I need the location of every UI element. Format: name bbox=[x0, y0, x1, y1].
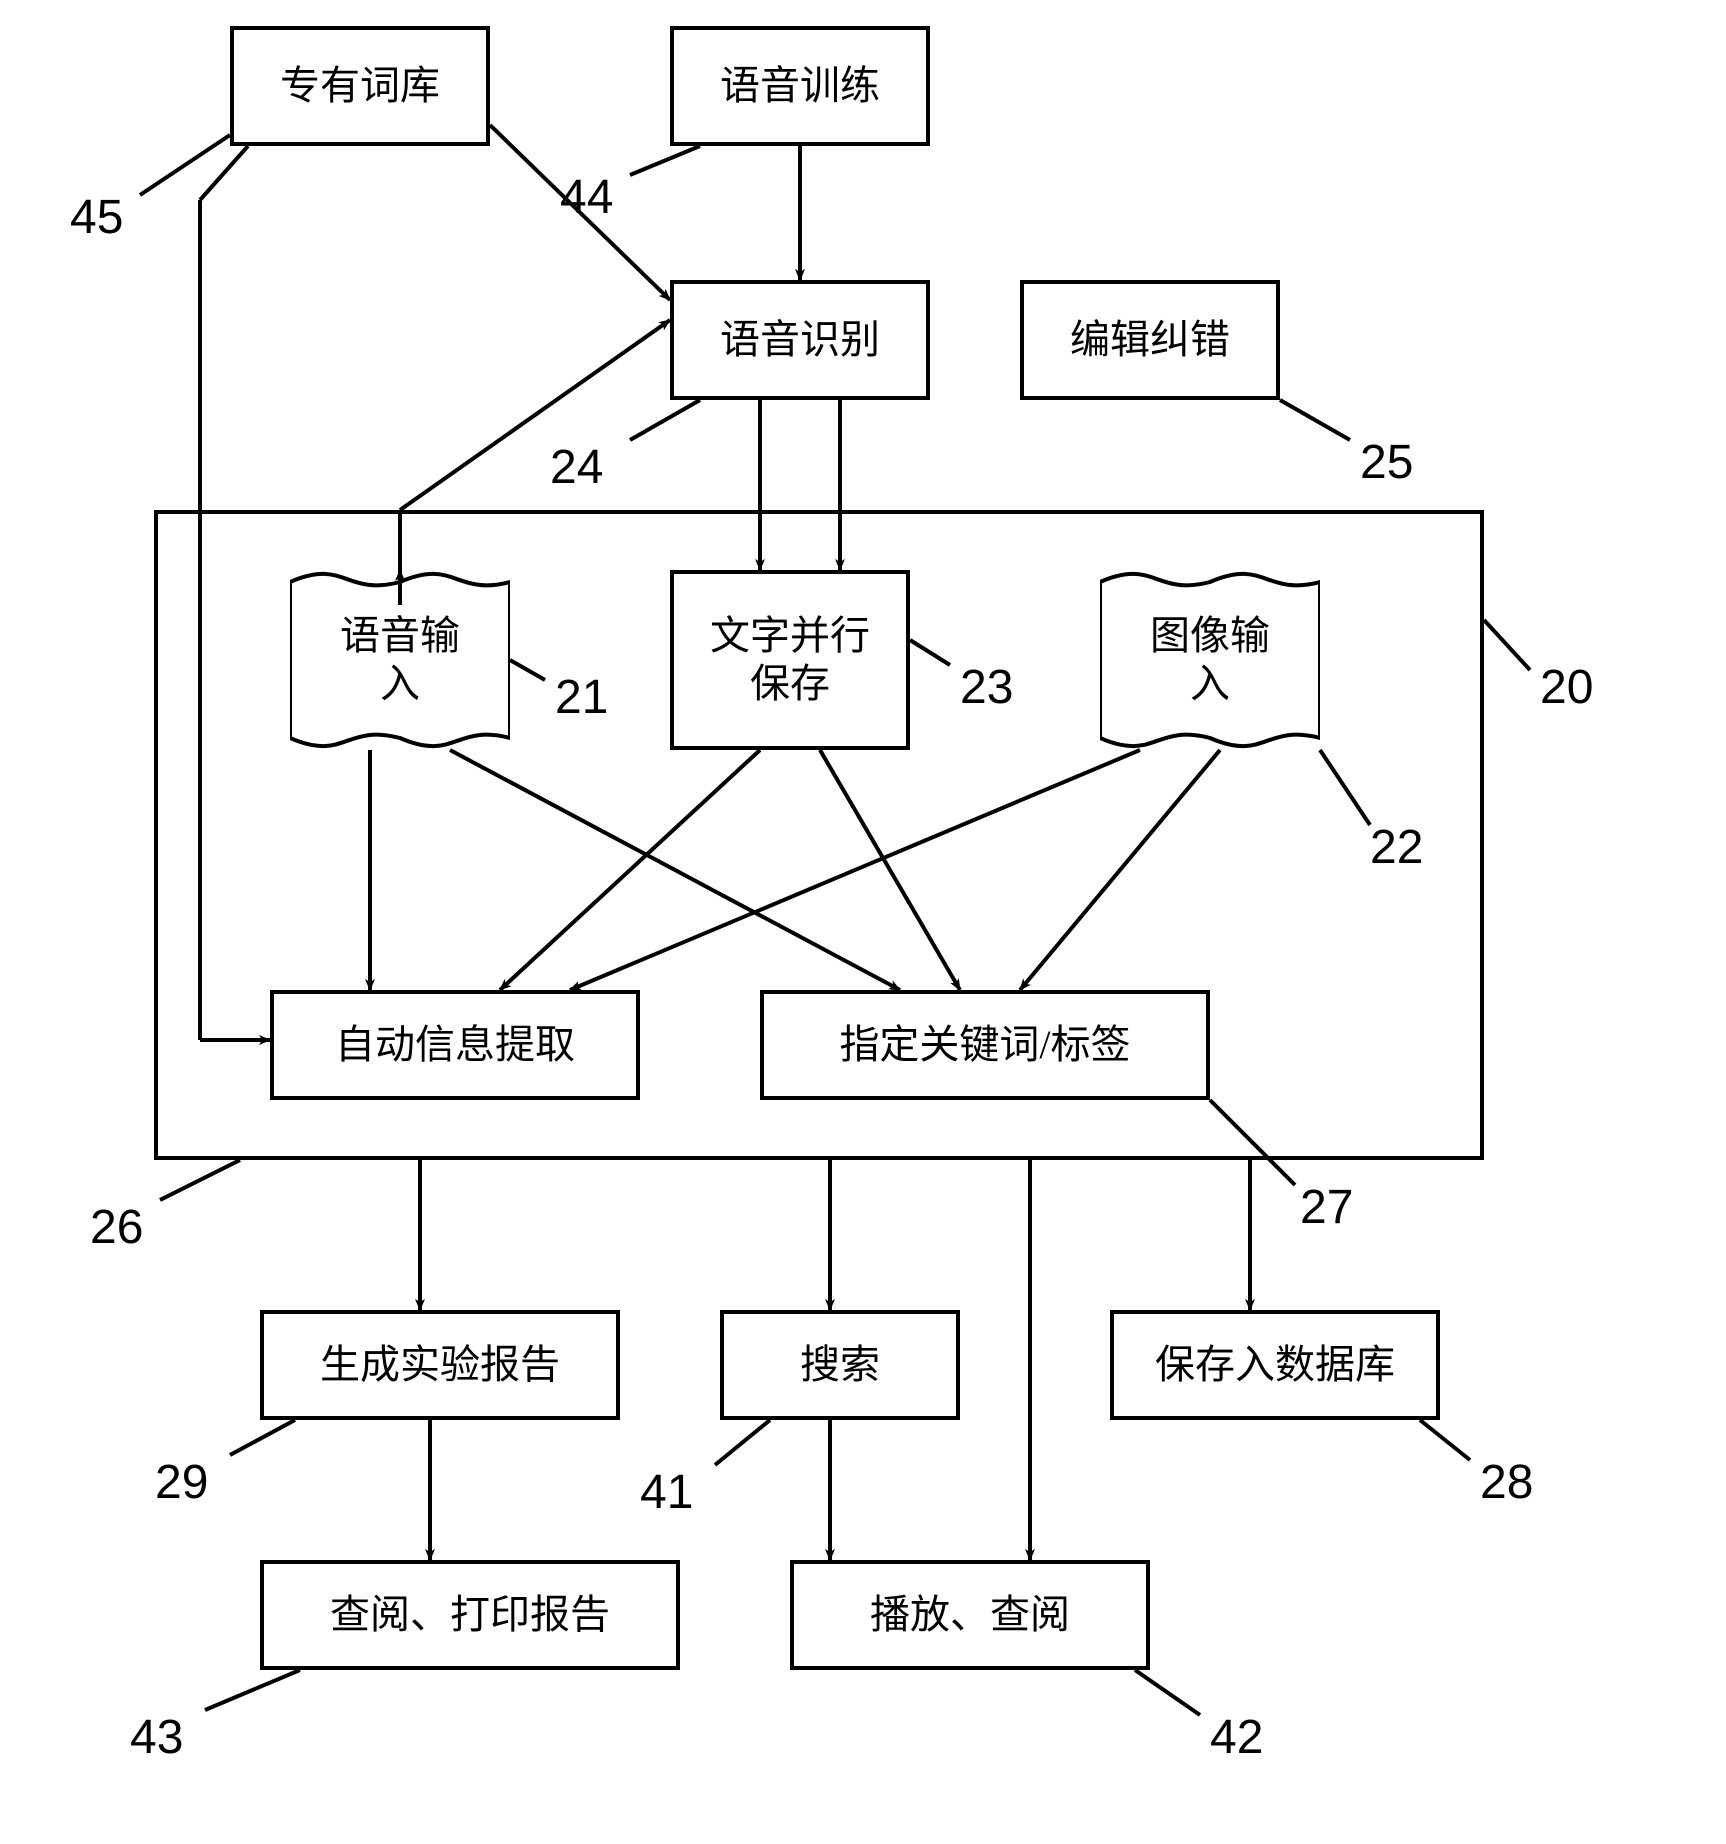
callout-c43: 43 bbox=[130, 1710, 183, 1765]
node-n41: 搜索 bbox=[720, 1310, 960, 1420]
node-n28: 保存入数据库 bbox=[1110, 1310, 1440, 1420]
node-label-n25: 编辑纠错 bbox=[1070, 316, 1230, 364]
callout-c23: 23 bbox=[960, 660, 1013, 715]
callout-c29: 29 bbox=[155, 1455, 208, 1510]
callout-c42: 42 bbox=[1210, 1710, 1263, 1765]
callout-c44: 44 bbox=[560, 170, 613, 225]
callout-c27: 27 bbox=[1300, 1180, 1353, 1235]
node-label-n29: 生成实验报告 bbox=[320, 1341, 560, 1389]
node-n26: 自动信息提取 bbox=[270, 990, 640, 1100]
callout-c21: 21 bbox=[555, 670, 608, 725]
node-n23: 文字并行保存 bbox=[670, 570, 910, 750]
node-label-n26: 自动信息提取 bbox=[335, 1021, 575, 1069]
node-label-n43: 查阅、打印报告 bbox=[330, 1591, 610, 1639]
node-n25: 编辑纠错 bbox=[1020, 280, 1280, 400]
node-n43: 查阅、打印报告 bbox=[260, 1560, 680, 1670]
node-label-n28: 保存入数据库 bbox=[1155, 1341, 1395, 1389]
node-n42: 播放、查阅 bbox=[790, 1560, 1150, 1670]
callout-c26: 26 bbox=[90, 1200, 143, 1255]
node-label-n27: 指定关键词/标签 bbox=[839, 1021, 1130, 1069]
node-label-n44: 语音训练 bbox=[720, 62, 880, 110]
node-label-n45: 专有词库 bbox=[280, 62, 440, 110]
node-n44: 语音训练 bbox=[670, 26, 930, 146]
node-label-n42: 播放、查阅 bbox=[870, 1591, 1070, 1639]
callout-c24: 24 bbox=[550, 440, 603, 495]
callout-c45: 45 bbox=[70, 190, 123, 245]
node-label-n24: 语音识别 bbox=[720, 316, 880, 364]
node-label-n41: 搜索 bbox=[800, 1341, 880, 1389]
node-n29: 生成实验报告 bbox=[260, 1310, 620, 1420]
node-label-n22: 图像输入 bbox=[1150, 612, 1270, 708]
node-n22: 图像输入 bbox=[1100, 570, 1320, 750]
node-label-n23: 文字并行保存 bbox=[710, 612, 870, 708]
callout-c28: 28 bbox=[1480, 1455, 1533, 1510]
callout-c22: 22 bbox=[1370, 820, 1423, 875]
node-n24: 语音识别 bbox=[670, 280, 930, 400]
node-n45: 专有词库 bbox=[230, 26, 490, 146]
callout-c25: 25 bbox=[1360, 435, 1413, 490]
callout-c20: 20 bbox=[1540, 660, 1593, 715]
node-n27: 指定关键词/标签 bbox=[760, 990, 1210, 1100]
node-label-n21: 语音输入 bbox=[340, 612, 460, 708]
node-n21: 语音输入 bbox=[290, 570, 510, 750]
callout-c41: 41 bbox=[640, 1465, 693, 1520]
